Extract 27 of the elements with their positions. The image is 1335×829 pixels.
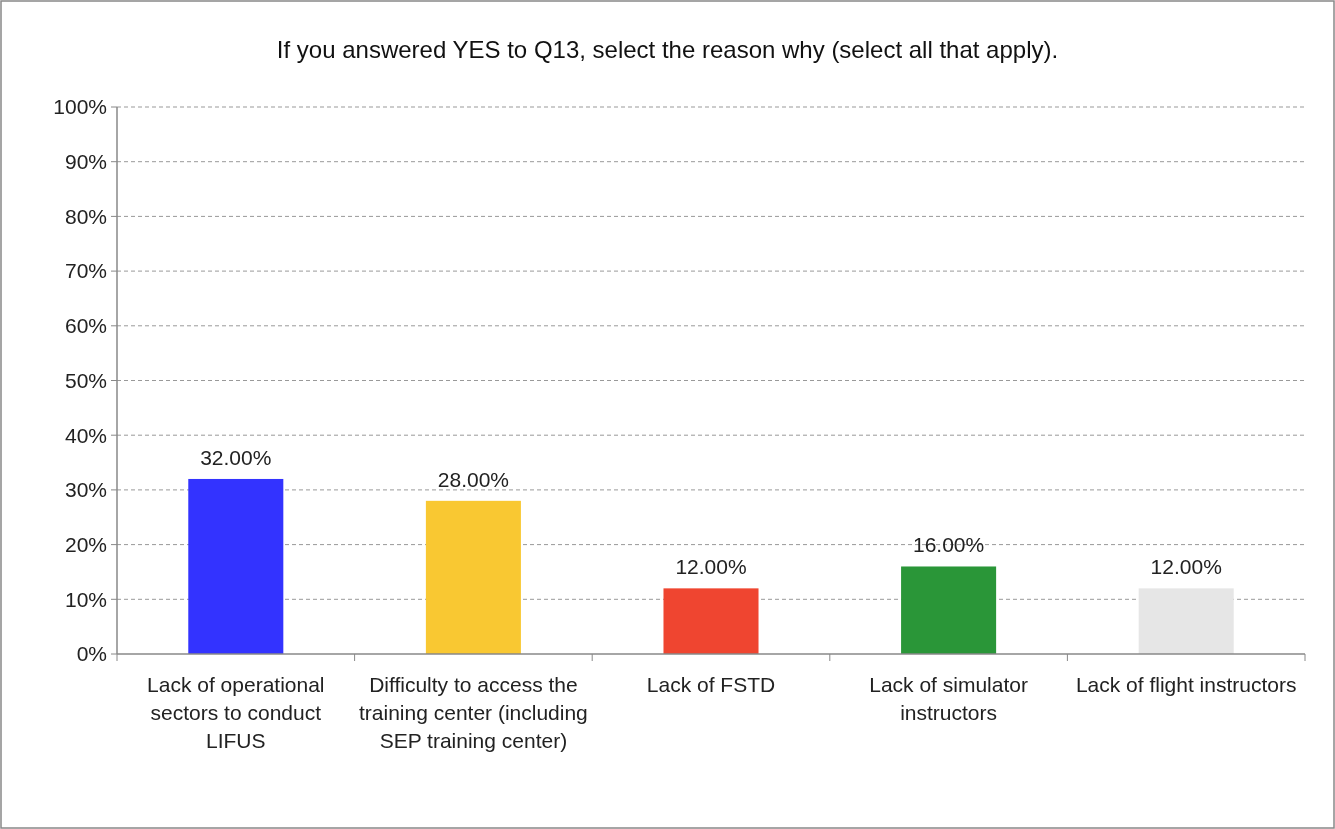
x-tick-label: Difficulty to access the training center (including SEP training center) [359, 673, 588, 752]
bar [188, 478, 284, 654]
x-tick-label: Lack of operational sectors to conduct LIFUS [147, 673, 325, 752]
y-tick-label: 10% [64, 587, 107, 611]
y-tick-label: 0% [76, 642, 107, 666]
data-label: 12.00% [675, 555, 747, 579]
y-tick-label: 20% [64, 532, 107, 556]
x-tick-label: Lack of simulator instructors [869, 673, 1028, 724]
y-tick-label: 80% [64, 204, 107, 228]
x-tick-label: Lack of FSTD [646, 673, 776, 696]
bar [901, 566, 997, 654]
bar [663, 588, 759, 654]
data-label: 12.00% [1150, 555, 1222, 579]
bar [1138, 588, 1234, 654]
y-tick-label: 90% [64, 150, 107, 174]
y-tick-label: 30% [64, 478, 107, 502]
data-label: 32.00% [200, 445, 272, 469]
chart-title: If you answered YES to Q13, select the reason why (select all that apply). [276, 36, 1059, 63]
data-label: 28.00% [437, 467, 510, 491]
bar [425, 500, 521, 654]
y-tick-label: 40% [64, 423, 107, 447]
y-tick-label: 70% [64, 259, 107, 283]
y-tick-label: 50% [64, 368, 107, 392]
y-tick-label: 60% [64, 314, 107, 338]
x-tick-label: Lack of flight instructors [1075, 673, 1297, 696]
y-tick-label: 100% [53, 95, 107, 119]
data-label: 16.00% [912, 533, 985, 557]
